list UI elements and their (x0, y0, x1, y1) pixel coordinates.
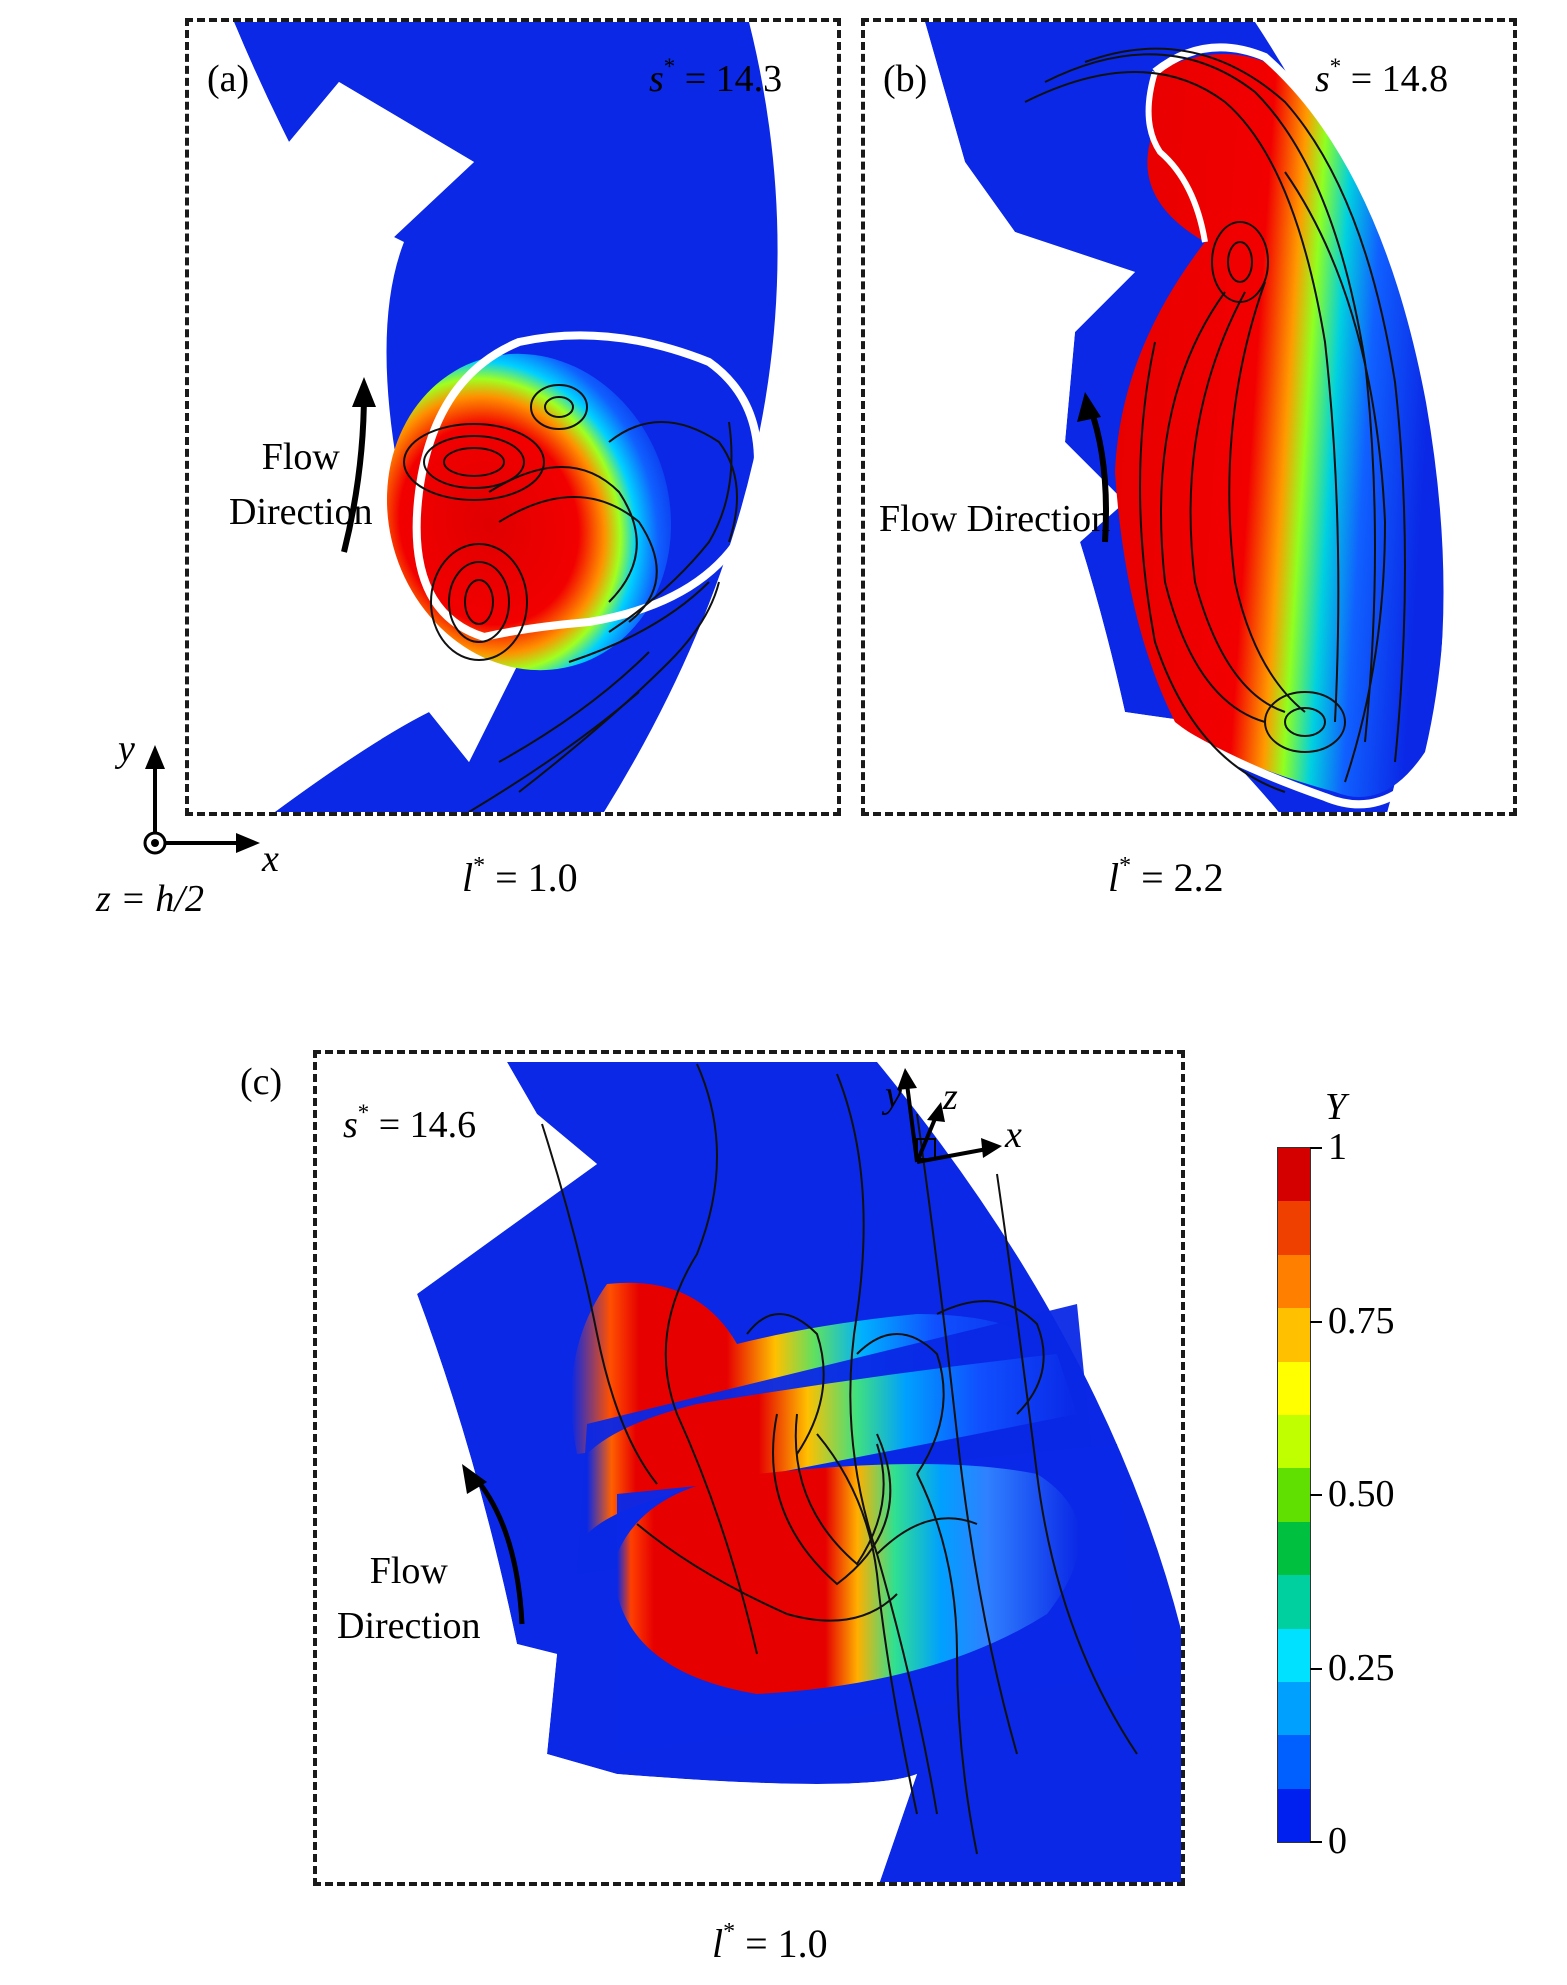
panel-c-tag: (c) (240, 1061, 283, 1103)
panel-c-contour (317, 1054, 1181, 1882)
colorbar-tick-mark (1310, 1320, 1322, 1323)
colorbar-tick-label: 0.75 (1328, 1299, 1395, 1342)
streamlines (403, 384, 738, 812)
colorbar-tick-mark (1310, 1147, 1322, 1149)
colorbar-segment (1278, 1148, 1310, 1202)
panel-a: (a) s* = 14.3 Flow Direction (185, 18, 841, 816)
colorbar-segment (1278, 1254, 1310, 1309)
streamlines (541, 1063, 1138, 1855)
panel-b-s-star: s* = 14.8 (1315, 53, 1449, 100)
axis3d-z-label: z (943, 1076, 958, 1118)
axes-2d (143, 745, 260, 855)
colorbar-segment (1278, 1468, 1310, 1522)
colorbar-segment (1278, 1735, 1310, 1789)
axis-y-label: y (118, 728, 135, 770)
streamlines (1024, 47, 1406, 793)
colorbar-segment (1278, 1201, 1310, 1255)
colorbar-tick-label: 0 (1328, 1820, 1347, 1862)
plume-outline (412, 331, 762, 642)
panel-a-s-star: s* = 14.3 (649, 53, 783, 100)
panel-a-flow-direction: Flow Direction (229, 436, 373, 534)
colorbar-tick-mark (1310, 1667, 1322, 1670)
panel-c-l-star: l* = 1.0 (712, 1919, 828, 1966)
colorbar-segment (1278, 1788, 1310, 1843)
panel-c-flow-direction: Flow Direction (337, 1550, 481, 1648)
panel-b-contour (865, 22, 1452, 812)
axes-3d (905, 1083, 988, 1164)
colorbar (1277, 1147, 1311, 1843)
panel-c-s-star: s* = 14.6 (343, 1099, 477, 1146)
colorbar-tick-mark (1310, 1841, 1322, 1843)
colorbar-segment (1278, 1414, 1310, 1469)
colorbar-segment (1278, 1575, 1310, 1629)
colorbar-segment (1278, 1628, 1310, 1682)
axis3d-x-label: x (1005, 1114, 1022, 1156)
panel-b: (b) s* = 14.8 Flow Direction (861, 18, 1517, 816)
panel-a-tag: (a) (207, 58, 250, 100)
panel-a-contour (189, 22, 778, 812)
z-plane-label: z = h/2 (96, 878, 204, 920)
panel-a-l-star: l* = 1.0 (462, 853, 578, 900)
panel-b-flow-direction: Flow Direction (879, 498, 1111, 540)
colorbar-segment (1278, 1521, 1310, 1576)
axis3d-y-label: y (885, 1074, 902, 1116)
colorbar-title: Y (1325, 1086, 1347, 1128)
panel-b-l-star: l* = 2.2 (1108, 853, 1224, 900)
colorbar-segment (1278, 1681, 1310, 1736)
colorbar-tick-label: 0.50 (1328, 1473, 1395, 1515)
panel-c: s* = 14.6 y z x Flow Direction (313, 1050, 1185, 1886)
colorbar-segment (1278, 1361, 1310, 1415)
plume-outline (1152, 43, 1452, 809)
panel-b-tag: (b) (883, 58, 928, 100)
colorbar-tick-label: 1 (1328, 1126, 1347, 1168)
axis-x-label: x (262, 838, 279, 880)
colorbar-tick-mark (1310, 1494, 1322, 1496)
colorbar-segment (1278, 1308, 1310, 1362)
colorbar-tick-label: 0.25 (1328, 1646, 1395, 1689)
